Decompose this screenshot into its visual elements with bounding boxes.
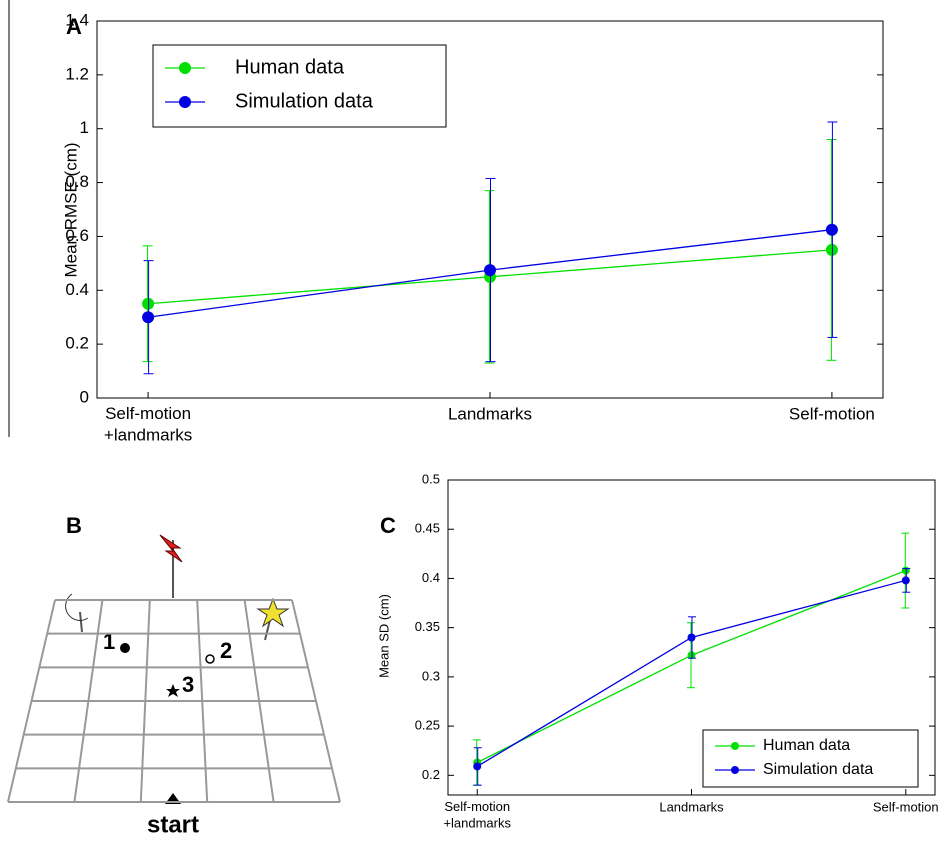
legend-box [702,729,919,788]
data-point [484,264,496,277]
point-marker [120,643,130,653]
panel-label: C [380,513,396,538]
y-tick-label: 0.4 [422,570,440,585]
y-tick-label: 0.3 [422,668,440,683]
legend-label: Human data [235,56,345,78]
legend-box [152,44,447,128]
start-label: start [147,811,199,838]
y-tick-label: 1 [80,118,89,137]
x-tick-label: Self-motion +landmarks [104,404,192,444]
x-tick-label: Landmarks [659,799,724,814]
point-label: 1 [103,629,115,654]
y-tick-label: 1.4 [65,10,89,29]
y-tick-label: 0.2 [65,334,89,353]
y-tick-label: 1.2 [65,64,89,83]
data-point [687,633,696,642]
y-tick-label: 0.4 [65,280,89,299]
y-tick-label: 0 [80,387,89,406]
y-tick-label: 0.45 [415,521,440,536]
y-tick-label: 0.8 [65,172,89,191]
data-point [825,223,838,236]
pole [79,611,83,633]
y-tick-label: 0.35 [415,619,440,634]
point-label: 2 [220,638,232,663]
y-tick-label: 0.6 [65,226,89,245]
y-tick-label: 0.25 [415,718,440,733]
data-point [142,311,155,324]
y-axis-label: Mean RMSE (cm) [61,142,80,277]
star-icon [256,597,290,628]
legend-label: Human data [763,737,850,754]
data-point [901,576,910,585]
legend-marker [731,766,739,774]
x-tick-label: Landmarks [448,404,532,423]
x-tick-label: Self-motion [789,404,875,423]
panel-label: B [66,513,82,538]
lightning-icon [159,534,183,563]
y-tick-label: 0.5 [422,471,440,486]
legend-marker [179,62,191,74]
panel-label: A [66,14,82,39]
moon-icon [65,593,89,621]
pole [264,619,271,641]
legend-marker [179,96,191,108]
legend-label: Simulation data [235,90,374,112]
x-tick-label: Self-motion [873,799,939,814]
diagram: B 1 2 3 start [7,513,341,838]
point-marker [166,684,180,697]
legend-label: Simulation data [763,761,873,778]
y-tick-label: 0.2 [422,767,440,782]
x-tick-label: Self-motion +landmarks [443,799,511,830]
y-axis-label: Mean SD (cm) [376,594,391,678]
point-label: 3 [182,672,194,697]
data-point [473,762,482,771]
point-marker [205,654,215,664]
legend-marker [731,742,739,750]
